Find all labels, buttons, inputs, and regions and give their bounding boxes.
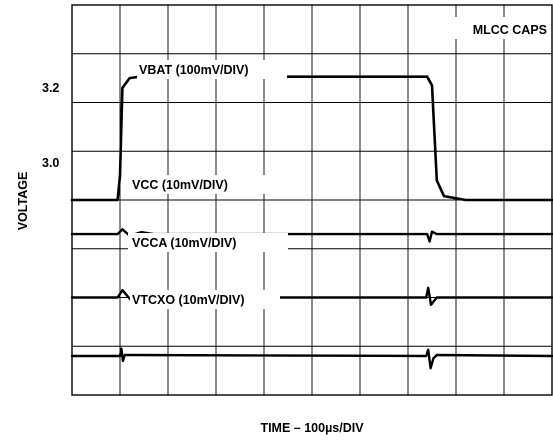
series-line-vtcxo bbox=[70, 347, 553, 370]
series-label-vcca: VCCA (10mV/DIV) bbox=[132, 236, 236, 250]
vtcxo-label-bg bbox=[130, 290, 280, 309]
vcca-label-bg bbox=[128, 233, 288, 252]
y-axis-label: VOLTAGE bbox=[16, 172, 30, 231]
vcc-label-bg bbox=[130, 175, 265, 194]
series-label-vtcxo: VTCXO (10mV/DIV) bbox=[132, 293, 245, 307]
series-label-vcc: VCC (10mV/DIV) bbox=[132, 178, 228, 192]
y-tick-3-2: 3.2 bbox=[42, 81, 59, 95]
annotation-mlcc-caps: MLCC CAPS bbox=[473, 23, 547, 37]
plot-labels: MLCC CAPS VBAT (100mV/DIV) VCC (10mV/DIV… bbox=[16, 17, 550, 435]
series-label-vbat: VBAT (100mV/DIV) bbox=[139, 63, 249, 77]
annotation-bg bbox=[447, 17, 550, 39]
x-axis-label: TIME – 100µs/DIV bbox=[260, 421, 364, 435]
vbat-label-bg bbox=[137, 60, 287, 79]
y-tick-3-0: 3.0 bbox=[42, 156, 59, 170]
